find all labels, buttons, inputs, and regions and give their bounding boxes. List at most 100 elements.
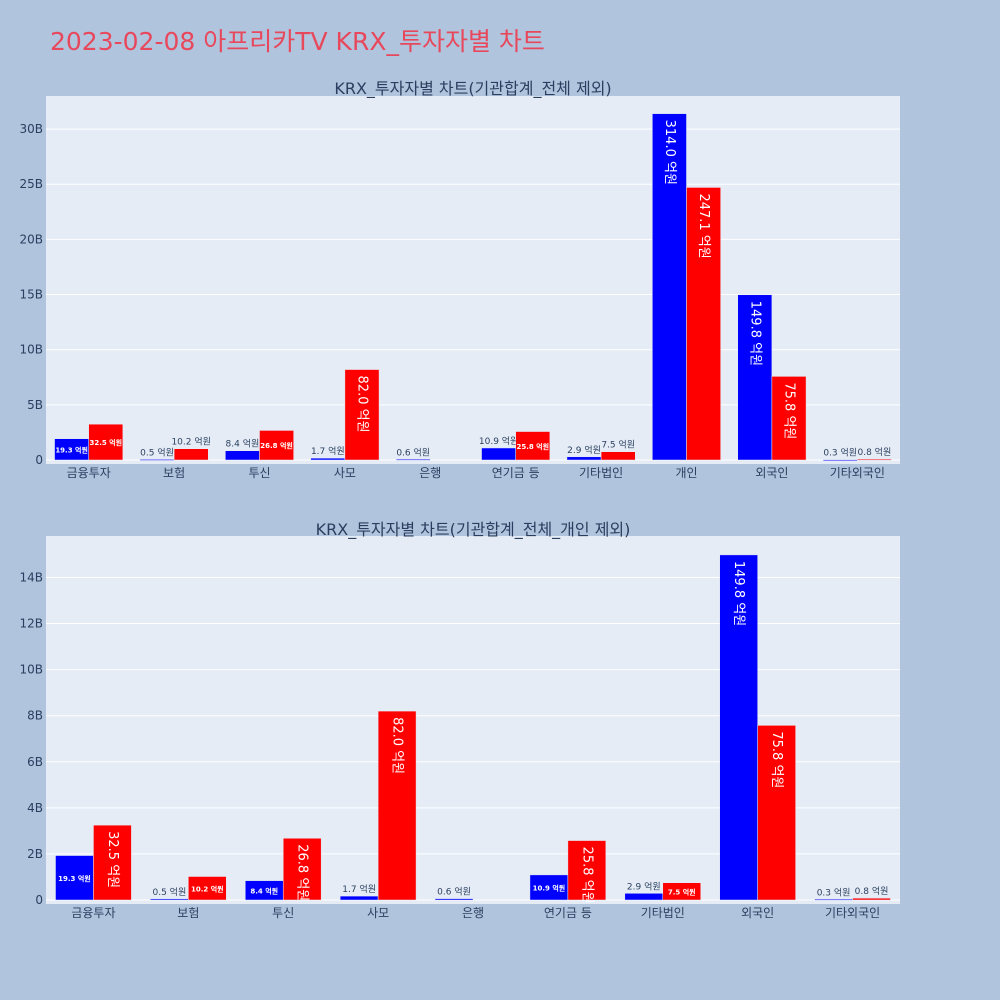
sell-bar (88, 423, 124, 461)
buy-bar (529, 874, 569, 901)
sell-bar (344, 369, 380, 461)
x-tick-label: 은행 (462, 905, 484, 920)
y-tick-label: 10B (19, 343, 43, 357)
chart-panel-individual-excluded: KRX_투자자별 차트(기관합계_전체_개인 제외) 0 2B 4B 6B 8B 10B 12… (19, 520, 900, 920)
y-tick-label: 5B (27, 398, 43, 412)
y-tick-label: 0 (35, 453, 43, 467)
bar-value-label: 0.8 억원 (855, 885, 889, 897)
bar-value-label: 10.2 억원 (191, 884, 224, 893)
chart-title: KRX_투자자별 차트(기관합계_전체 제외) (334, 79, 611, 99)
y-tick-label: 14B (19, 570, 43, 584)
bar-value-label: 7.5 억원 (668, 887, 696, 896)
y-tick-label: 20B (19, 232, 43, 246)
x-tick-label: 개인 (675, 466, 697, 480)
page-title: 2023-02-08 아프리카TV KRX_투자자별 차트 (50, 27, 545, 56)
x-tick-label: 사모 (367, 906, 389, 920)
bar-value-label: 75.8 억원 (769, 731, 784, 788)
bar-value-label: 26.8 억원 (295, 844, 310, 901)
bar-value-label: 10.9 억원 (479, 435, 518, 447)
bar-value-label: 0.6 억원 (437, 886, 471, 898)
bar-value-label: 149.8 억원 (731, 561, 746, 626)
buy-bar (339, 895, 379, 901)
x-tick-label: 외국인 (755, 466, 788, 480)
x-tick-label: 기타외국인 (825, 906, 880, 920)
buy-bar (225, 450, 260, 461)
bar-value-label: 82.0 억원 (390, 717, 405, 774)
y-tick-label: 4B (27, 801, 43, 815)
sell-bar (757, 725, 796, 901)
bar-value-label: 10.9 억원 (533, 883, 566, 892)
x-tick-label: 기타외국인 (830, 466, 885, 480)
sell-bar (852, 897, 891, 901)
x-tick-label: 사모 (334, 466, 356, 480)
bar-value-label: 75.8 억원 (781, 382, 796, 439)
x-tick-label: 기타법인 (579, 466, 623, 480)
buy-bar (624, 893, 664, 901)
buy-bar (737, 294, 773, 461)
buy-bar (434, 898, 474, 901)
buy-bar (150, 898, 189, 901)
bar-value-label: 2.9 억원 (627, 880, 661, 892)
y-tick-label: 30B (19, 122, 43, 136)
x-tick-label: 투신 (248, 466, 270, 480)
buy-bar (652, 113, 687, 461)
bar-value-label: 0.3 억원 (823, 447, 857, 459)
sell-bar (173, 448, 209, 461)
buy-bar (814, 899, 853, 901)
y-tick-label: 6B (27, 755, 43, 769)
x-tick-label: 외국인 (741, 906, 774, 920)
sell-bar (93, 824, 132, 901)
buy-bar (310, 457, 346, 461)
sell-bar (259, 430, 294, 461)
sell-bar (282, 838, 322, 901)
sell-bar (857, 458, 892, 461)
bar-value-label: 32.5 억원 (89, 438, 122, 447)
sell-bar (188, 876, 227, 901)
bar-value-label: 10.2 억원 (171, 436, 210, 448)
bar-value-label: 2.9 억원 (567, 444, 601, 456)
x-tick-label: 연기금 등 (544, 906, 592, 920)
sell-bar (377, 710, 417, 901)
sell-bar (600, 451, 636, 461)
bar-value-label: 1.7 억원 (342, 883, 376, 895)
bar-value-label: 19.3 억원 (58, 874, 91, 883)
sell-bar (662, 882, 701, 901)
y-tick-label: 2B (27, 847, 43, 861)
sell-bar (515, 431, 551, 461)
sell-bar (567, 840, 607, 901)
bar-value-label: 32.5 억원 (105, 831, 120, 888)
bar-value-label: 314.0 억원 (662, 120, 677, 185)
buy-bar (822, 459, 858, 461)
bar-value-label: 149.8 억원 (747, 301, 762, 366)
bar-value-label: 1.7 억원 (311, 445, 345, 457)
bar-value-label: 8.4 억원 (226, 438, 260, 450)
x-tick-label: 연기금 등 (492, 466, 540, 480)
bar-value-label: 0.6 억원 (396, 446, 430, 458)
y-tick-label: 15B (19, 288, 43, 302)
bar-value-label: 247.1 억원 (696, 193, 711, 258)
y-tick-label: 8B (27, 709, 43, 723)
x-tick-label: 보험 (163, 466, 185, 480)
buy-bar (566, 456, 602, 461)
buy-bar (719, 554, 758, 901)
buy-bar (139, 459, 175, 461)
x-tick-label: 보험 (177, 906, 199, 920)
buy-bar (481, 447, 516, 461)
sell-bar (771, 376, 807, 461)
bar-value-label: 19.3 억원 (55, 445, 88, 454)
sell-bar (686, 187, 721, 461)
chart-title: KRX_투자자별 차트(기관합계_전체_개인 제외) (316, 520, 631, 540)
y-tick-label: 12B (19, 617, 43, 631)
bar-value-label: 8.4 억원 (250, 886, 278, 895)
buy-bar (55, 855, 94, 901)
bar-value-label: 0.5 억원 (140, 446, 174, 458)
x-tick-label: 금융투자 (67, 466, 111, 480)
y-tick-label: 10B (19, 663, 43, 677)
x-tick-label: 금융투자 (71, 906, 115, 920)
bar-value-label: 0.5 억원 (152, 886, 186, 898)
chart-panel-all-excluded: KRX_투자자별 차트(기관합계_전체 제외) 0 5B 10B 15B 20B 25B 30… (19, 79, 900, 480)
y-tick-label: 0 (35, 893, 43, 907)
y-tick-label: 25B (19, 177, 43, 191)
bar-value-label: 25.8 억원 (516, 442, 549, 451)
bar-value-label: 82.0 억원 (354, 376, 369, 433)
